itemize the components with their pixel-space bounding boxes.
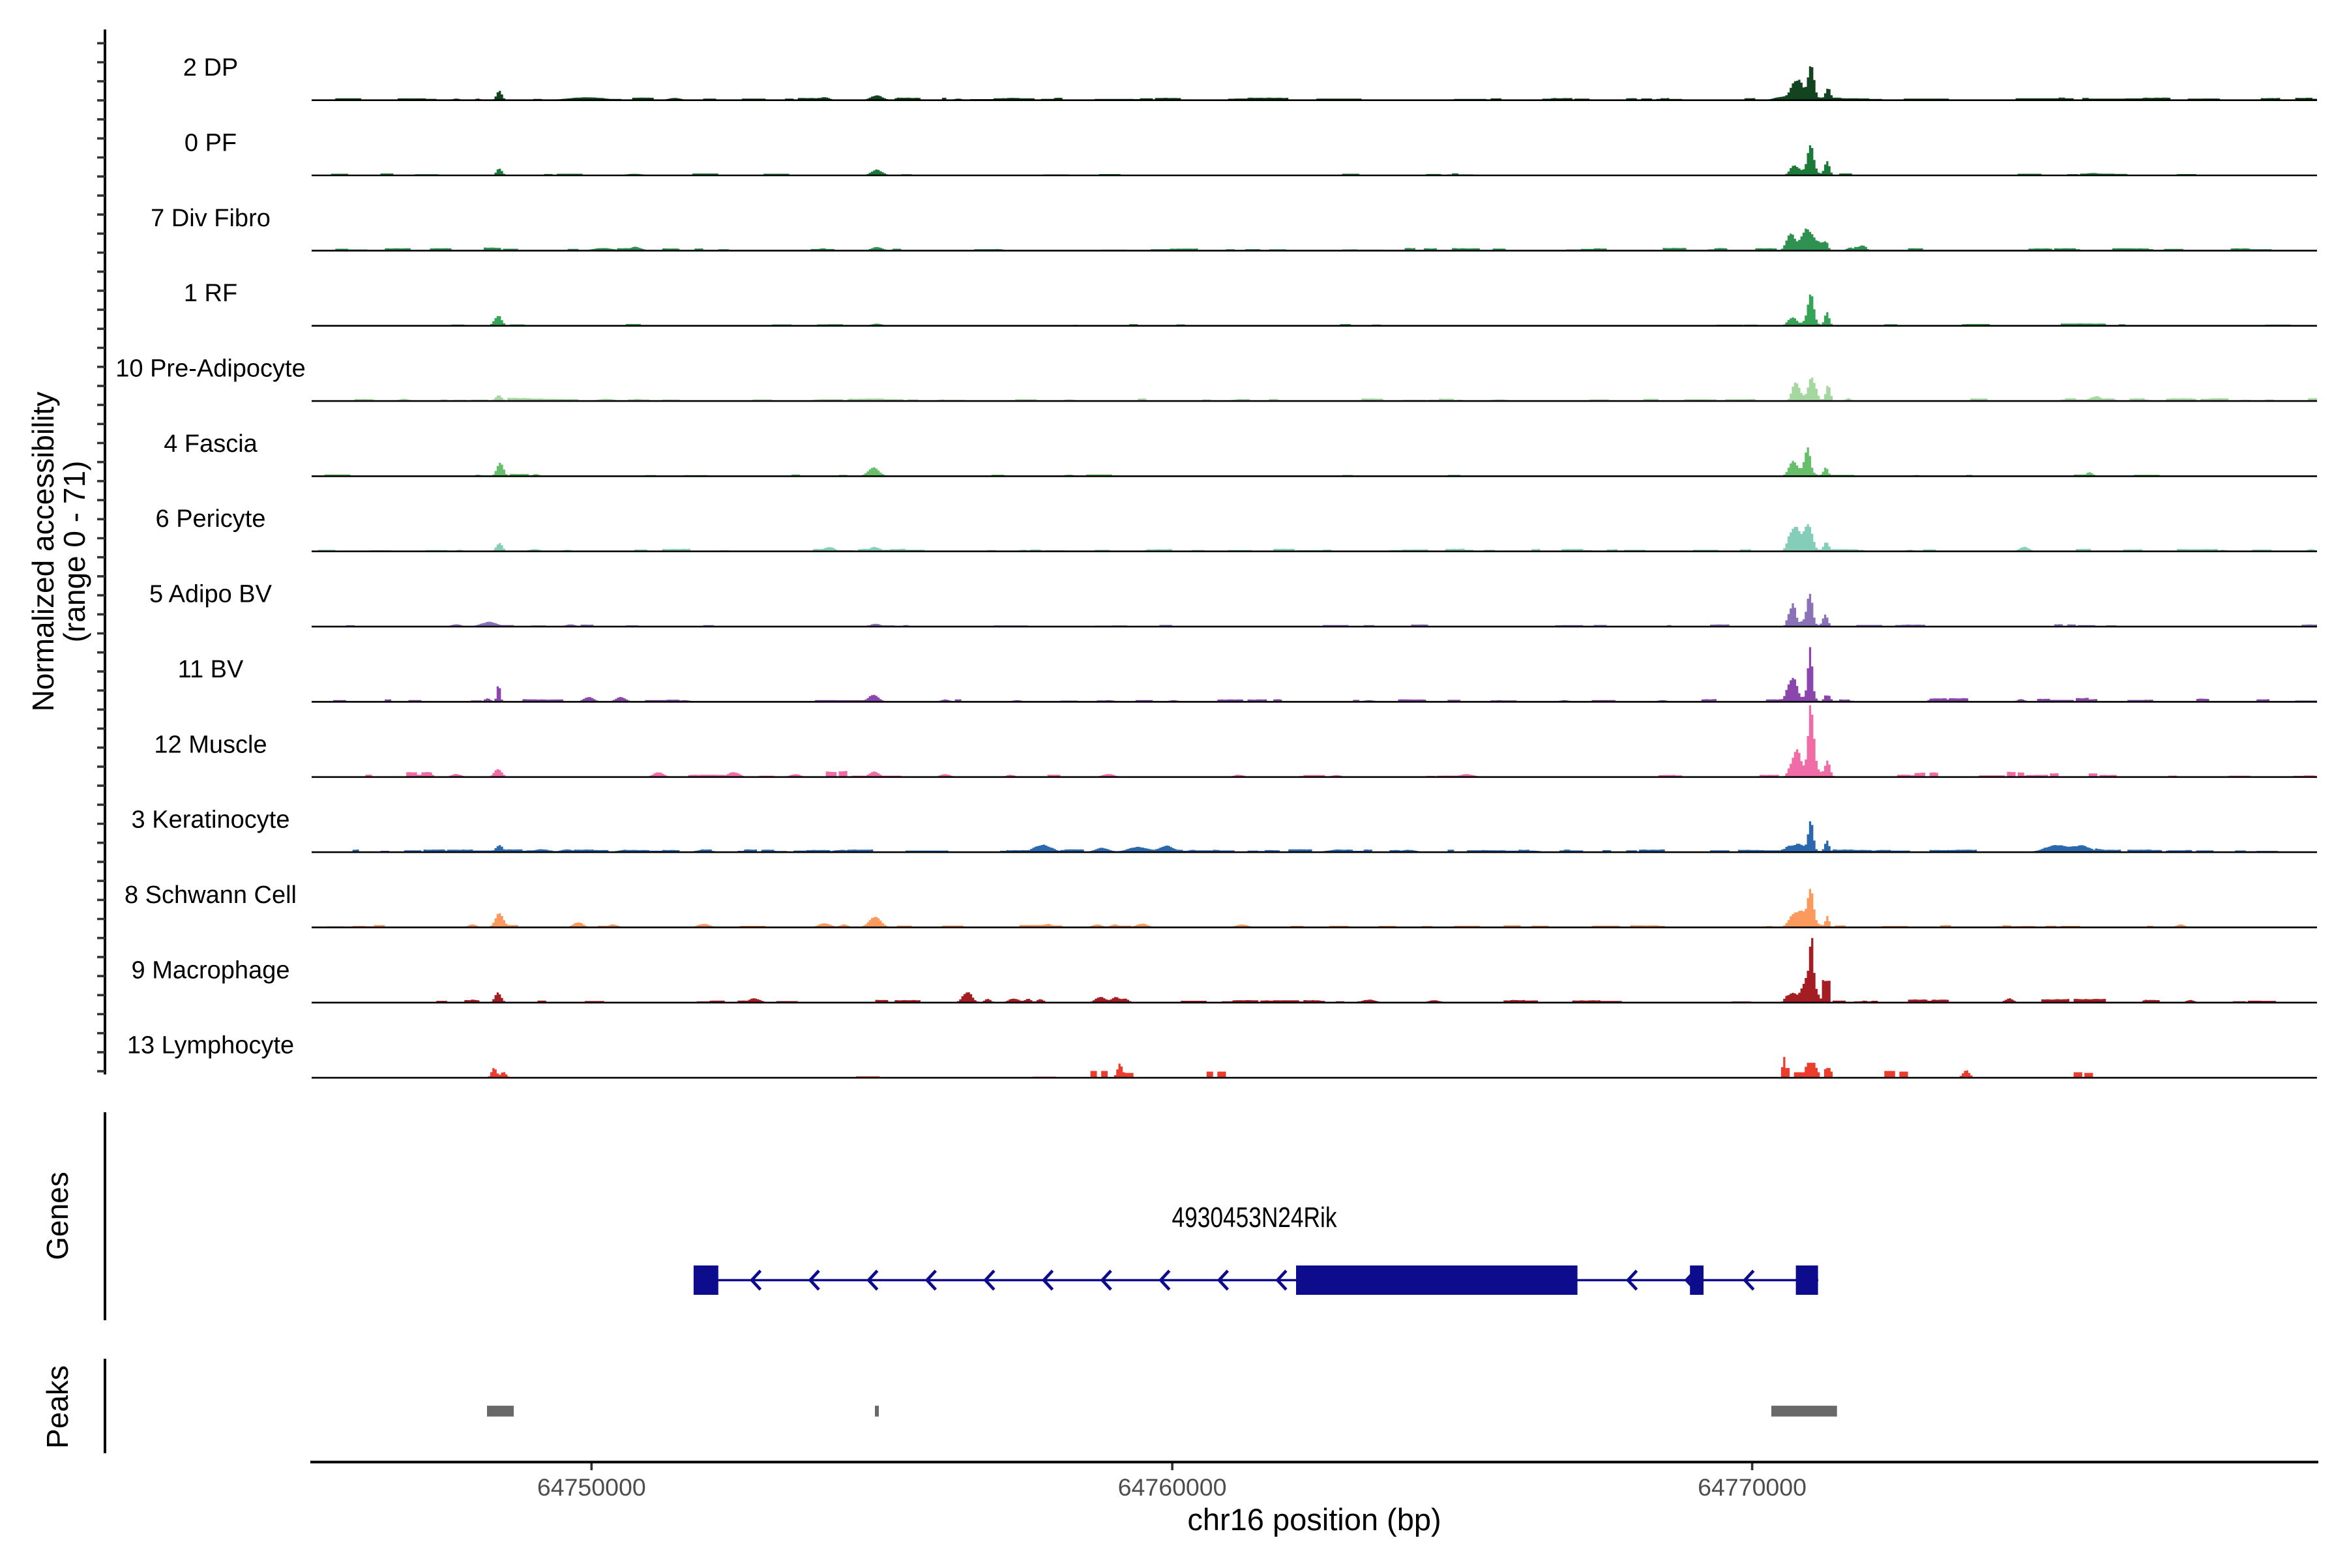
svg-text:13 Lymphocyte: 13 Lymphocyte [127,1032,294,1059]
svg-text:1 RF: 1 RF [184,280,237,307]
svg-text:3 Keratinocyte: 3 Keratinocyte [132,806,290,834]
svg-text:chr16 position (bp): chr16 position (bp) [1187,1502,1441,1537]
svg-text:6 Pericyte: 6 Pericyte [156,505,266,533]
svg-text:Peaks: Peaks [40,1365,74,1449]
svg-text:12 Muscle: 12 Muscle [154,731,267,758]
svg-text:Normalized accessibility: Normalized accessibility [26,392,60,712]
svg-text:2 DP: 2 DP [183,54,238,81]
svg-text:(range 0 - 71): (range 0 - 71) [57,461,91,643]
svg-text:64760000: 64760000 [1118,1473,1227,1501]
svg-text:Genes: Genes [40,1172,74,1260]
svg-text:11 BV: 11 BV [178,656,244,683]
svg-text:8 Schwann Cell: 8 Schwann Cell [125,881,297,909]
svg-text:9 Macrophage: 9 Macrophage [132,956,290,984]
svg-text:5 Adipo BV: 5 Adipo BV [149,581,273,608]
svg-text:64750000: 64750000 [537,1473,646,1501]
svg-text:64770000: 64770000 [1698,1473,1807,1501]
svg-text:0 PF: 0 PF [185,130,237,157]
svg-text:4 Fascia: 4 Fascia [164,430,258,458]
svg-text:7 Div Fibro: 7 Div Fibro [151,205,271,232]
svg-text:4930453N24Rik: 4930453N24Rik [1172,1202,1337,1234]
svg-text:10 Pre-Adipocyte: 10 Pre-Adipocyte [115,355,306,383]
